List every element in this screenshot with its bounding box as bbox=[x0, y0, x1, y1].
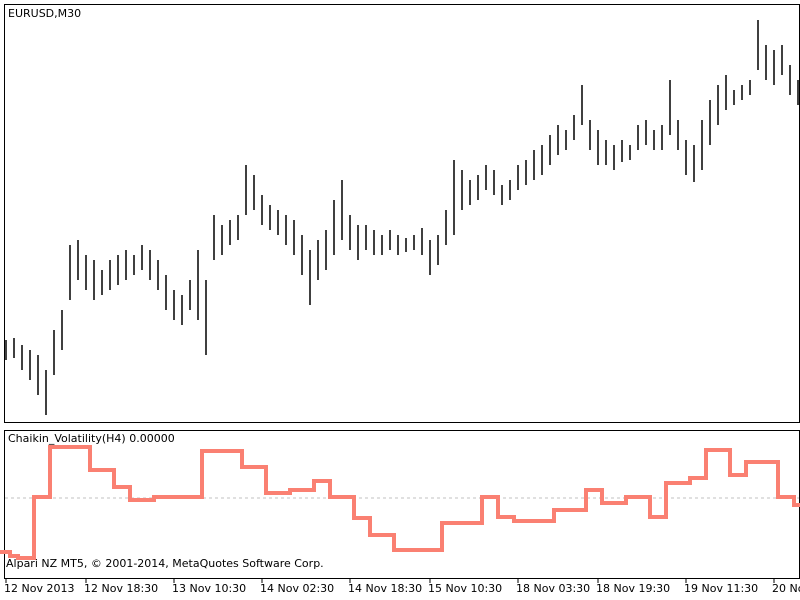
chart-title: EURUSD,M30 bbox=[8, 7, 81, 20]
x-tick-label: 18 Nov 03:30 bbox=[516, 582, 590, 595]
x-tick-label: 14 Nov 02:30 bbox=[260, 582, 334, 595]
x-tick-label: 18 Nov 19:30 bbox=[596, 582, 670, 595]
footer: Alpari NZ MT5, © 2001-2014, MetaQuotes S… bbox=[6, 557, 324, 570]
x-tick-label: 12 Nov 18:30 bbox=[84, 582, 158, 595]
x-tick-label: 14 Nov 18:30 bbox=[348, 582, 422, 595]
x-tick-label: 12 Nov 2013 bbox=[4, 582, 74, 595]
indicator-title: Chaikin_Volatility(H4) 0.00000 bbox=[8, 432, 175, 445]
x-tick-label: 13 Nov 10:30 bbox=[172, 582, 246, 595]
marks: 12 Nov 2013 12 Nov 18:30 13 Nov 10:30 14 No… bbox=[0, 20, 800, 595]
x-tick-label: 15 Nov 10:30 bbox=[428, 582, 502, 595]
x-tick-label: 19 Nov 11:30 bbox=[684, 582, 758, 595]
x-tick-label: 20 Nov bbox=[772, 582, 800, 595]
